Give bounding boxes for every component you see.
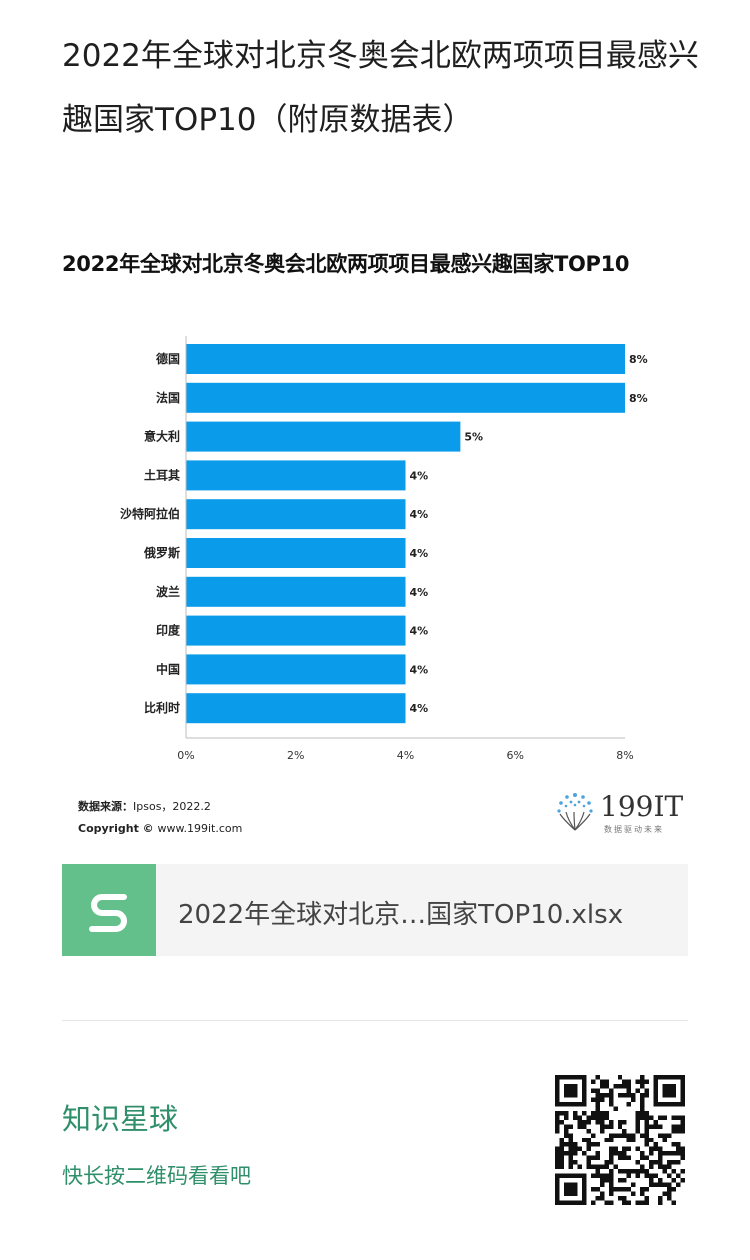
- x-tick-label: 8%: [616, 749, 633, 762]
- category-label: 比利时: [144, 700, 180, 715]
- promo-title: 知识星球: [62, 1102, 179, 1136]
- value-label: 4%: [410, 586, 429, 599]
- value-label: 8%: [629, 353, 648, 366]
- category-label: 印度: [156, 623, 181, 638]
- category-label: 沙特阿拉伯: [120, 506, 180, 521]
- value-label: 4%: [410, 625, 429, 638]
- source-label: 数据来源：: [78, 800, 133, 813]
- copyright-value: www.199it.com: [157, 822, 243, 835]
- x-tick-label: 4%: [397, 749, 414, 762]
- category-label: 俄罗斯: [143, 545, 180, 560]
- attachment-file-name[interactable]: 2022年全球对北京…国家TOP10.xlsx: [178, 900, 624, 930]
- category-label: 德国: [156, 351, 180, 366]
- bar: [186, 460, 406, 491]
- category-label: 意大利: [144, 429, 180, 444]
- chart-title: 2022年全球对北京冬奥会北欧两项项目最感兴趣国家TOP10: [62, 252, 630, 276]
- promo-subtitle: 快长按二维码看看吧: [62, 1164, 251, 1188]
- value-label: 4%: [410, 663, 429, 676]
- divider: [62, 1020, 688, 1021]
- bar: [186, 654, 406, 685]
- value-label: 4%: [410, 547, 429, 560]
- bar: [186, 421, 461, 452]
- x-tick-label: 0%: [177, 749, 194, 762]
- copyright-label: Copyright ©: [78, 822, 154, 835]
- category-label: 法国: [156, 390, 180, 405]
- value-label: 4%: [410, 508, 429, 521]
- value-label: 4%: [410, 469, 429, 482]
- qr-code-icon[interactable]: [555, 1075, 685, 1205]
- brand-logo: 199IT 数据驱动未来: [552, 790, 692, 836]
- bar: [186, 382, 625, 413]
- x-tick-label: 6%: [507, 749, 524, 762]
- bar: [186, 693, 406, 724]
- dandelion-logo-icon: [557, 793, 593, 831]
- brand-name: 199IT: [600, 790, 684, 823]
- bar: [186, 615, 406, 646]
- value-label: 8%: [629, 392, 648, 405]
- chart-source: 数据来源：Ipsos，2022.2 Copyright © www.199it.…: [78, 796, 242, 840]
- source-value: Ipsos，2022.2: [133, 800, 211, 813]
- category-label: 土耳其: [144, 467, 180, 482]
- attachment-card[interactable]: 2022年全球对北京…国家TOP10.xlsx: [62, 864, 688, 956]
- value-label: 5%: [464, 431, 483, 444]
- spreadsheet-s-icon: [62, 864, 156, 956]
- x-tick-label: 2%: [287, 749, 304, 762]
- category-label: 中国: [156, 661, 180, 676]
- value-label: 4%: [410, 702, 429, 715]
- bar-chart: 德国 8% 法国 8% 意大利 5% 土耳其 4% 沙特阿拉伯 4% 俄罗斯 4% 波兰 4% 印度 4% 中国…: [120, 336, 648, 762]
- bar: [186, 576, 406, 607]
- bar: [186, 344, 625, 374]
- brand-slogan: 数据驱动未来: [604, 825, 664, 834]
- bar: [186, 499, 406, 530]
- bar: [186, 538, 406, 568]
- article-title: 2022年全球对北京冬奥会北欧两项项目最感兴趣国家TOP10（附原数据表）: [62, 38, 699, 138]
- category-label: 波兰: [156, 584, 180, 599]
